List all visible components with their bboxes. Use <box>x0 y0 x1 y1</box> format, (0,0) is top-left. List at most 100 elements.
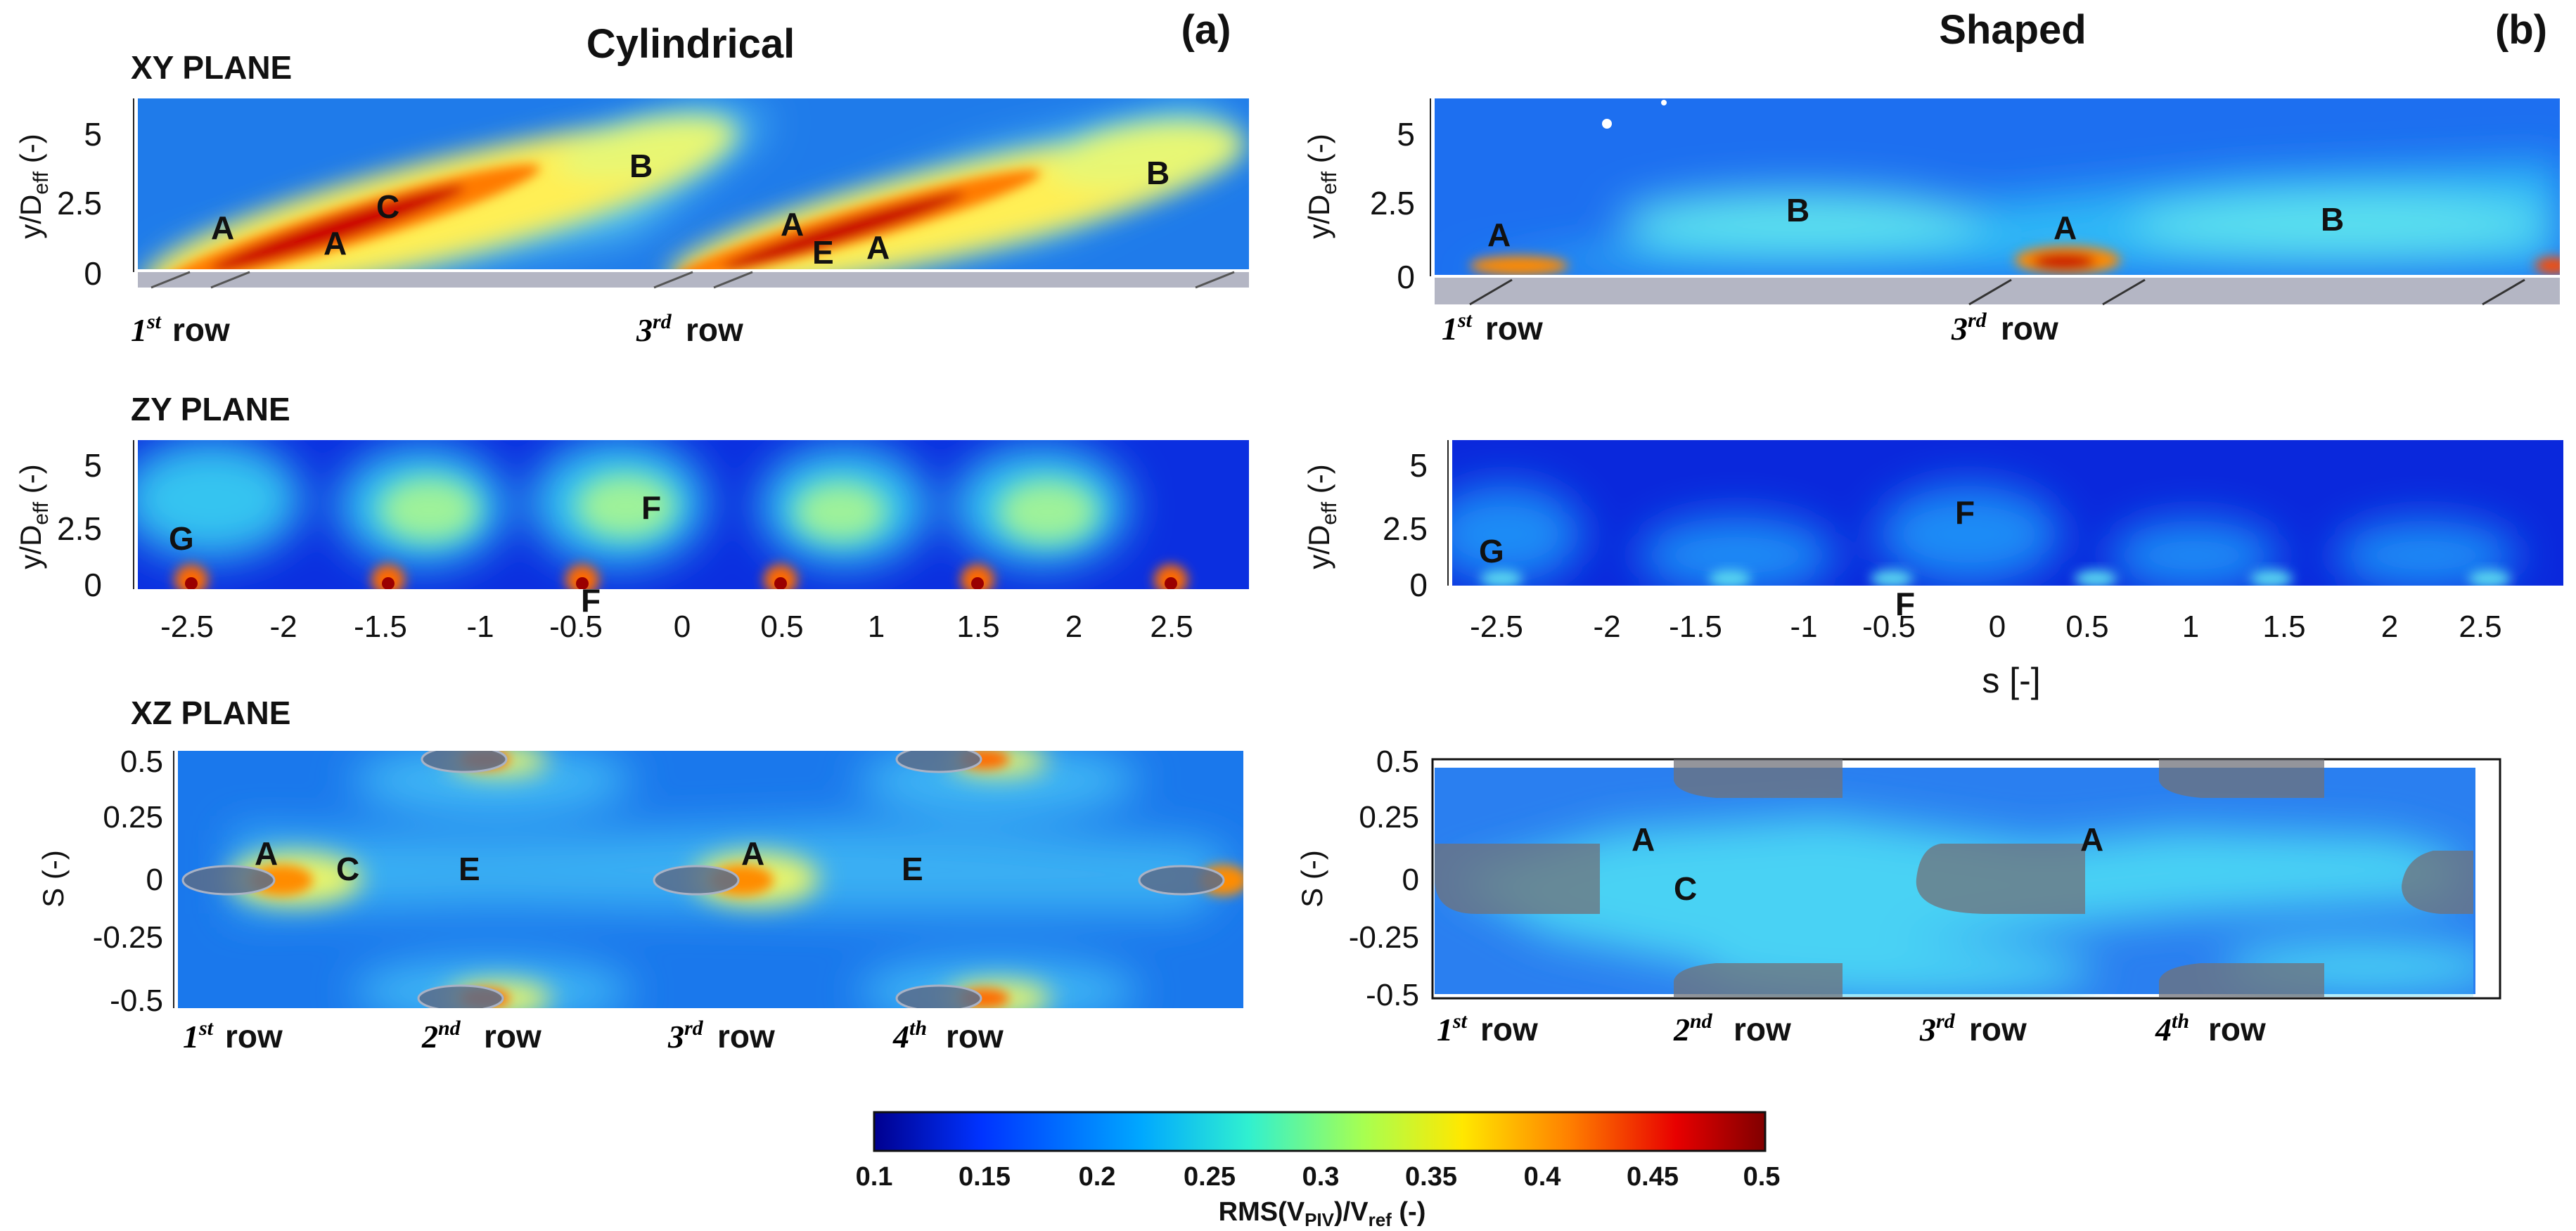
svg-text:S (-): S (-) <box>37 850 70 908</box>
svg-text:2.5: 2.5 <box>1383 510 1428 547</box>
svg-text:row: row <box>686 311 743 348</box>
svg-text:1st: 1st <box>131 310 162 348</box>
region-labels-zy-b: G F F <box>1479 494 1975 622</box>
svg-text:1st: 1st <box>183 1017 214 1055</box>
svg-text:0: 0 <box>84 255 102 292</box>
svg-text:A: A <box>2080 821 2103 858</box>
contour-xy-cylindrical <box>138 98 1249 289</box>
y-axis-zy-b: 5 2.5 0 y/Deff (-) <box>1302 440 1449 603</box>
svg-text:0.5: 0.5 <box>2065 610 2108 644</box>
svg-text:G: G <box>169 520 194 557</box>
svg-text:S (-): S (-) <box>1295 850 1328 908</box>
svg-text:C: C <box>336 851 359 887</box>
panel-label-b: (b) <box>2495 7 2547 53</box>
region-labels-xy-b: A B A B <box>1487 192 2344 253</box>
svg-text:B: B <box>1786 192 1809 228</box>
row-labels-xz-b: 1st row 2nd row 3rd row 4th row <box>1437 1010 2266 1048</box>
s-axis-xz-a: 0.5 0.25 0 -0.25 -0.5 S (-) <box>37 745 174 1018</box>
region-labels-xz-a: A C E A E <box>255 835 923 887</box>
svg-text:-2: -2 <box>269 610 297 644</box>
svg-text:row: row <box>225 1018 283 1055</box>
svg-text:A: A <box>211 210 234 246</box>
svg-text:row: row <box>1480 1011 1538 1048</box>
svg-text:0.25: 0.25 <box>1184 1162 1236 1192</box>
svg-text:0.5: 0.5 <box>1743 1162 1781 1192</box>
svg-text:-0.5: -0.5 <box>549 610 603 644</box>
svg-text:E: E <box>459 851 480 887</box>
title-cylindrical: Cylindrical <box>587 21 795 67</box>
svg-text:3rd: 3rd <box>1951 309 1987 347</box>
svg-text:A: A <box>255 835 278 872</box>
svg-text:E: E <box>812 234 834 271</box>
contour-xz-shaped <box>1431 758 2501 1000</box>
zy-plane-label: ZY PLANE <box>131 391 290 427</box>
y-axis-zy-a: 5 2.5 0 y/Deff (-) <box>14 440 134 603</box>
svg-text:3rd: 3rd <box>667 1017 704 1055</box>
region-labels-xz-b: A C A <box>1632 821 2103 907</box>
row-labels-xz-a: 1st row 2nd row 3rd row 4th row <box>183 1017 1004 1055</box>
svg-text:2: 2 <box>2381 610 2398 644</box>
svg-text:A: A <box>781 206 804 243</box>
svg-text:0.25: 0.25 <box>1359 800 1419 834</box>
svg-text:-2: -2 <box>1593 610 1620 644</box>
svg-text:0.5: 0.5 <box>1376 745 1419 779</box>
svg-text:2nd: 2nd <box>421 1017 461 1055</box>
contour-xz-cylindrical <box>178 751 1243 1008</box>
svg-text:row: row <box>172 311 230 348</box>
svg-text:-1.5: -1.5 <box>1669 610 1722 644</box>
svg-text:4th: 4th <box>892 1017 927 1055</box>
s-axis-label: s [-] <box>1982 661 2040 700</box>
svg-text:F: F <box>581 582 601 619</box>
svg-text:2.5: 2.5 <box>1150 610 1193 644</box>
svg-text:5: 5 <box>84 447 102 484</box>
svg-text:-0.5: -0.5 <box>1366 978 1419 1012</box>
svg-text:-0.25: -0.25 <box>1349 920 1419 955</box>
svg-text:A: A <box>2053 210 2077 246</box>
svg-text:0.1: 0.1 <box>856 1162 893 1192</box>
svg-text:0.15: 0.15 <box>959 1162 1011 1192</box>
svg-text:0: 0 <box>84 567 102 603</box>
region-labels-xy-a: A A C B A E A B <box>211 148 1170 271</box>
svg-text:2: 2 <box>1065 610 1082 644</box>
svg-text:2.5: 2.5 <box>57 185 102 221</box>
svg-text:0.4: 0.4 <box>1524 1162 1561 1192</box>
contour-zy-cylindrical <box>138 440 1249 589</box>
svg-text:4th: 4th <box>2155 1010 2189 1048</box>
svg-text:row: row <box>484 1018 542 1055</box>
svg-text:1.5: 1.5 <box>2262 610 2305 644</box>
svg-text:0.45: 0.45 <box>1627 1162 1679 1192</box>
svg-text:0.5: 0.5 <box>760 610 803 644</box>
svg-text:y/Deff (-): y/Deff (-) <box>1302 134 1341 238</box>
svg-text:C: C <box>1674 870 1697 907</box>
svg-text:F: F <box>641 489 661 526</box>
svg-text:A: A <box>1487 217 1511 253</box>
svg-text:G: G <box>1479 533 1504 569</box>
y-axis-xy-a: 5 2.5 0 y/Deff (-) <box>14 98 134 292</box>
panel-label-a: (a) <box>1181 7 1231 53</box>
row-labels-xy-b: 1st row 3rd row <box>1442 309 2058 347</box>
svg-text:-2.5: -2.5 <box>160 610 214 644</box>
svg-text:F: F <box>1955 494 1975 531</box>
svg-text:B: B <box>1146 155 1170 191</box>
svg-text:2.5: 2.5 <box>1370 185 1415 221</box>
svg-text:row: row <box>2001 310 2058 347</box>
svg-text:-1: -1 <box>466 610 494 644</box>
xy-plane-label: XY PLANE <box>131 49 292 86</box>
colorbar-ticks: 0.1 0.15 0.2 0.25 0.3 0.35 0.4 0.45 0.5 <box>856 1162 1781 1192</box>
svg-text:A: A <box>866 229 890 266</box>
svg-text:C: C <box>376 188 399 225</box>
svg-text:E: E <box>902 851 923 887</box>
contour-zy-shaped <box>1452 440 2563 586</box>
svg-text:0: 0 <box>1402 863 1419 897</box>
svg-text:0: 0 <box>1409 567 1428 603</box>
svg-text:A: A <box>1632 821 1655 858</box>
svg-text:row: row <box>1969 1011 2027 1048</box>
svg-text:2.5: 2.5 <box>2459 610 2501 644</box>
svg-text:0: 0 <box>1989 610 2006 644</box>
svg-text:5: 5 <box>84 116 102 153</box>
svg-text:row: row <box>1734 1011 1791 1048</box>
y-axis-xy-b: 5 2.5 0 y/Deff (-) <box>1302 98 1431 295</box>
svg-text:A: A <box>741 835 764 872</box>
svg-text:5: 5 <box>1409 447 1428 484</box>
svg-text:1: 1 <box>2182 610 2199 644</box>
